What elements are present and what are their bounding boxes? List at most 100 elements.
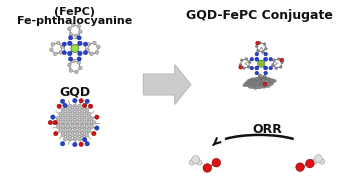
Circle shape xyxy=(68,129,72,133)
Circle shape xyxy=(271,78,273,81)
Circle shape xyxy=(56,116,60,120)
Circle shape xyxy=(74,34,78,38)
Circle shape xyxy=(88,104,93,108)
Circle shape xyxy=(261,78,264,81)
Circle shape xyxy=(268,83,271,86)
Circle shape xyxy=(296,163,304,171)
Circle shape xyxy=(69,36,73,40)
Circle shape xyxy=(245,84,248,87)
Circle shape xyxy=(261,51,264,53)
Circle shape xyxy=(71,116,74,120)
Circle shape xyxy=(265,81,267,84)
Circle shape xyxy=(58,121,63,125)
Circle shape xyxy=(61,108,65,112)
Circle shape xyxy=(266,83,269,86)
Circle shape xyxy=(51,115,55,119)
Circle shape xyxy=(263,82,266,85)
Circle shape xyxy=(73,104,77,108)
Circle shape xyxy=(87,112,91,116)
Circle shape xyxy=(268,78,271,81)
Circle shape xyxy=(87,129,91,133)
Circle shape xyxy=(83,42,88,46)
Circle shape xyxy=(264,83,266,86)
Circle shape xyxy=(266,79,269,82)
Circle shape xyxy=(54,131,58,136)
Circle shape xyxy=(256,77,258,80)
Circle shape xyxy=(92,121,96,125)
Circle shape xyxy=(264,80,267,82)
Circle shape xyxy=(255,85,258,88)
Circle shape xyxy=(73,98,77,103)
Circle shape xyxy=(243,67,245,70)
Circle shape xyxy=(253,86,256,89)
Circle shape xyxy=(260,81,263,84)
Circle shape xyxy=(250,66,254,70)
Circle shape xyxy=(260,80,263,83)
Circle shape xyxy=(263,81,266,84)
Circle shape xyxy=(85,99,89,104)
Circle shape xyxy=(56,41,60,45)
Circle shape xyxy=(212,158,221,167)
Circle shape xyxy=(257,79,260,82)
Circle shape xyxy=(72,23,75,27)
Circle shape xyxy=(268,82,271,85)
Circle shape xyxy=(253,80,256,83)
Circle shape xyxy=(66,133,70,137)
Circle shape xyxy=(63,112,67,116)
Circle shape xyxy=(253,81,256,84)
Circle shape xyxy=(78,121,82,125)
Circle shape xyxy=(258,77,261,80)
Circle shape xyxy=(78,41,82,46)
Circle shape xyxy=(245,83,248,86)
Circle shape xyxy=(264,79,267,82)
Circle shape xyxy=(256,86,259,89)
Circle shape xyxy=(61,142,65,146)
Circle shape xyxy=(249,78,252,81)
Circle shape xyxy=(248,61,251,64)
Circle shape xyxy=(257,84,260,87)
Circle shape xyxy=(75,125,79,129)
Circle shape xyxy=(264,84,267,88)
Circle shape xyxy=(253,85,256,88)
Circle shape xyxy=(259,83,262,86)
Circle shape xyxy=(83,51,88,55)
Circle shape xyxy=(262,76,265,80)
Circle shape xyxy=(314,155,322,163)
Circle shape xyxy=(203,164,211,172)
Circle shape xyxy=(252,79,255,82)
Circle shape xyxy=(266,78,268,81)
Circle shape xyxy=(263,77,266,80)
Circle shape xyxy=(72,59,75,63)
Circle shape xyxy=(271,80,274,83)
Circle shape xyxy=(265,77,268,80)
Circle shape xyxy=(97,45,100,49)
Circle shape xyxy=(87,121,91,125)
Circle shape xyxy=(239,63,242,66)
Circle shape xyxy=(95,51,99,54)
Circle shape xyxy=(258,85,261,88)
Circle shape xyxy=(80,108,84,112)
Circle shape xyxy=(260,85,263,88)
Circle shape xyxy=(267,85,270,88)
Circle shape xyxy=(63,121,67,125)
Circle shape xyxy=(261,83,264,86)
Circle shape xyxy=(252,82,255,85)
Circle shape xyxy=(280,58,284,62)
Circle shape xyxy=(80,125,84,129)
Text: Fe-phthalocyanine: Fe-phthalocyanine xyxy=(17,16,133,26)
Circle shape xyxy=(90,116,93,120)
Circle shape xyxy=(197,160,202,165)
Circle shape xyxy=(265,77,268,80)
Circle shape xyxy=(82,112,86,116)
Circle shape xyxy=(57,104,61,108)
Circle shape xyxy=(77,24,81,28)
Circle shape xyxy=(248,84,251,87)
Circle shape xyxy=(264,52,267,56)
Circle shape xyxy=(256,79,260,82)
Circle shape xyxy=(258,74,262,77)
Circle shape xyxy=(253,84,255,87)
Circle shape xyxy=(252,83,255,86)
Circle shape xyxy=(263,82,267,86)
Circle shape xyxy=(63,129,67,133)
Circle shape xyxy=(269,66,273,70)
